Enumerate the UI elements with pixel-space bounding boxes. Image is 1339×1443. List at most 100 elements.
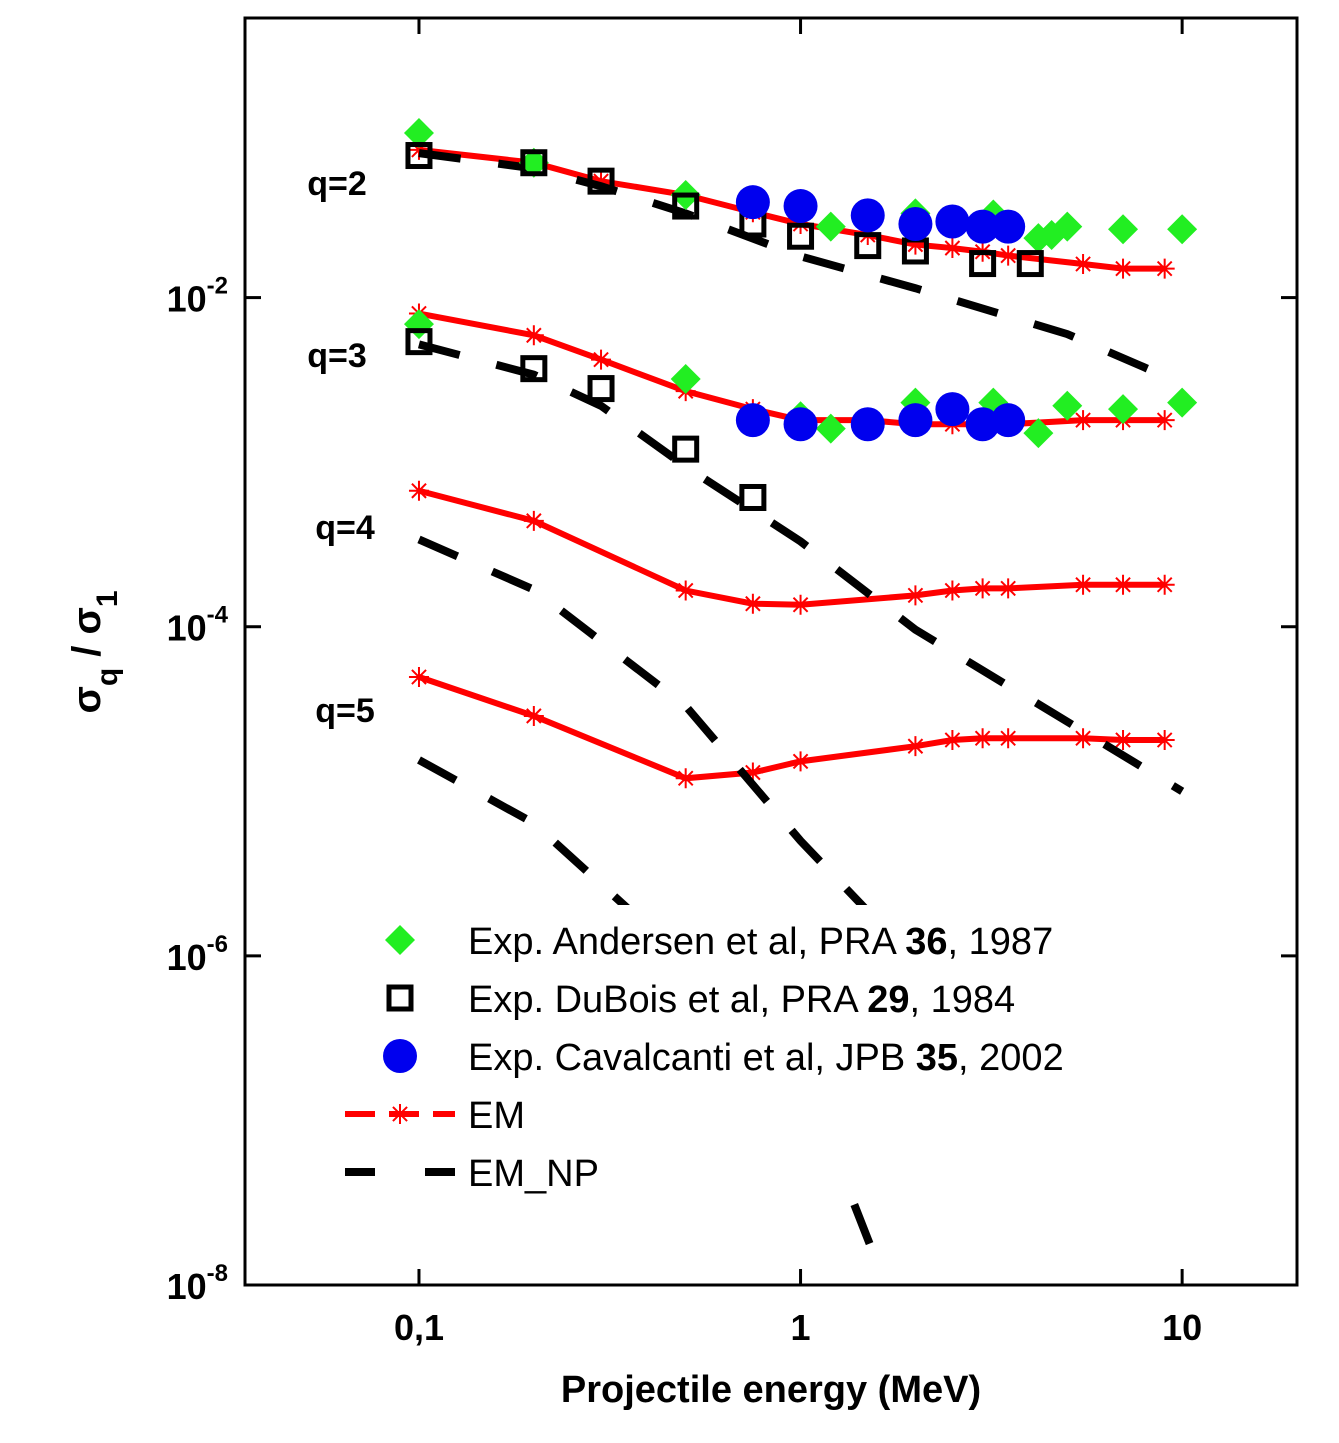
y-tick-label: 10-2 xyxy=(167,273,228,320)
square-marker xyxy=(386,984,414,1012)
asterisk-marker xyxy=(1154,574,1175,595)
diamond-marker xyxy=(815,413,846,444)
asterisk-marker xyxy=(1073,254,1094,275)
legend: Exp. Andersen et al, PRA 36, 1987 Exp. Du… xyxy=(335,905,1220,1200)
asterisk-marker xyxy=(942,729,963,750)
legend-label: Exp. DuBois et al, PRA 29, 1984 xyxy=(468,979,1015,1021)
square-marker xyxy=(587,375,615,403)
diamond-marker xyxy=(1023,418,1054,449)
asterisk-marker xyxy=(408,480,429,501)
diamond-marker xyxy=(670,364,701,395)
square-marker xyxy=(587,167,615,195)
legend-label: EM xyxy=(468,1095,525,1137)
circle-marker xyxy=(783,189,818,224)
circle-marker xyxy=(850,407,885,442)
asterisk-marker xyxy=(1073,574,1094,595)
square-marker xyxy=(405,328,433,356)
circle-marker xyxy=(735,403,770,438)
circle-marker xyxy=(965,407,1000,442)
asterisk-marker xyxy=(523,325,544,346)
legend-background xyxy=(335,905,1220,1200)
circle-marker xyxy=(935,204,970,239)
curve-label: q=4 xyxy=(315,509,375,547)
asterisk-marker xyxy=(675,768,696,789)
legend-label: EM_NP xyxy=(468,1153,599,1195)
plot-frame xyxy=(243,16,1299,1287)
circle-marker xyxy=(898,403,933,438)
asterisk-marker xyxy=(905,736,926,757)
square-marker xyxy=(672,192,700,220)
asterisk-marker xyxy=(942,238,963,259)
diamond-marker xyxy=(1052,211,1083,242)
x-tick-label: 0,1 xyxy=(394,1307,444,1348)
asterisk-marker xyxy=(790,594,811,615)
diamond-marker xyxy=(1052,390,1083,421)
asterisk-marker xyxy=(790,751,811,772)
y-tick-label: 10-4 xyxy=(167,602,229,649)
circle-marker xyxy=(898,207,933,242)
circle-marker xyxy=(991,209,1026,244)
square-marker xyxy=(787,222,815,250)
asterisk-marker xyxy=(1154,258,1175,279)
asterisk-marker xyxy=(972,578,993,599)
square-marker xyxy=(739,483,767,511)
legend-label: Exp. Cavalcanti et al, JPB 35, 2002 xyxy=(468,1037,1064,1079)
circle-marker xyxy=(783,407,818,442)
diamond-marker xyxy=(385,925,415,955)
square-marker xyxy=(520,355,548,383)
y-tick-label: 10-8 xyxy=(167,1260,228,1307)
asterisk-marker xyxy=(942,580,963,601)
circle-marker xyxy=(991,403,1026,438)
asterisk-marker xyxy=(998,245,1019,266)
asterisk-marker xyxy=(742,762,763,783)
asterisk-marker xyxy=(390,1104,410,1124)
asterisk-marker xyxy=(1154,729,1175,750)
asterisk-marker xyxy=(523,705,544,726)
series-line xyxy=(418,146,1165,782)
circle-marker xyxy=(383,1039,417,1073)
x-tick-label: 10 xyxy=(1162,1307,1202,1348)
diamond-marker xyxy=(518,147,549,178)
asterisk-marker xyxy=(675,580,696,601)
asterisk-marker xyxy=(1113,729,1134,750)
x-tick-label: 1 xyxy=(791,1307,811,1348)
square-marker xyxy=(672,435,700,463)
diamond-marker xyxy=(403,118,434,149)
circle-marker xyxy=(850,198,885,233)
asterisk-marker xyxy=(972,728,993,749)
asterisk-marker xyxy=(1073,410,1094,431)
asterisk-marker xyxy=(408,666,429,687)
asterisk-marker xyxy=(1113,258,1134,279)
curve-label: q=3 xyxy=(307,337,367,375)
diamond-marker xyxy=(1167,387,1198,418)
asterisk-marker xyxy=(1154,410,1175,431)
diamond-marker xyxy=(815,211,846,242)
asterisk-marker xyxy=(591,171,612,192)
legend-label: Exp. Andersen et al, PRA 36, 1987 xyxy=(468,921,1053,963)
asterisk-marker xyxy=(905,585,926,606)
asterisk-marker xyxy=(742,593,763,614)
square-marker xyxy=(405,142,433,170)
asterisk-marker xyxy=(998,578,1019,599)
asterisk-marker xyxy=(1073,728,1094,749)
asterisk-marker xyxy=(905,234,926,255)
plot-area xyxy=(403,118,1198,1268)
asterisk-marker xyxy=(591,349,612,370)
circle-marker xyxy=(965,209,1000,244)
asterisk-marker xyxy=(998,728,1019,749)
square-marker xyxy=(1016,250,1044,278)
square-marker xyxy=(520,149,548,177)
diamond-marker xyxy=(1108,394,1139,425)
y-tick-label: 10-6 xyxy=(167,931,228,978)
circle-marker xyxy=(735,185,770,220)
y-axis-label: σq / σ1 xyxy=(65,590,124,713)
asterisk-marker xyxy=(523,510,544,531)
asterisk-marker xyxy=(1113,574,1134,595)
curve-label: q=5 xyxy=(315,692,375,730)
diamond-marker xyxy=(1108,214,1139,245)
diamond-marker xyxy=(1167,214,1198,245)
square-marker xyxy=(854,232,882,260)
circle-marker xyxy=(935,392,970,427)
asterisk-marker xyxy=(408,139,429,160)
